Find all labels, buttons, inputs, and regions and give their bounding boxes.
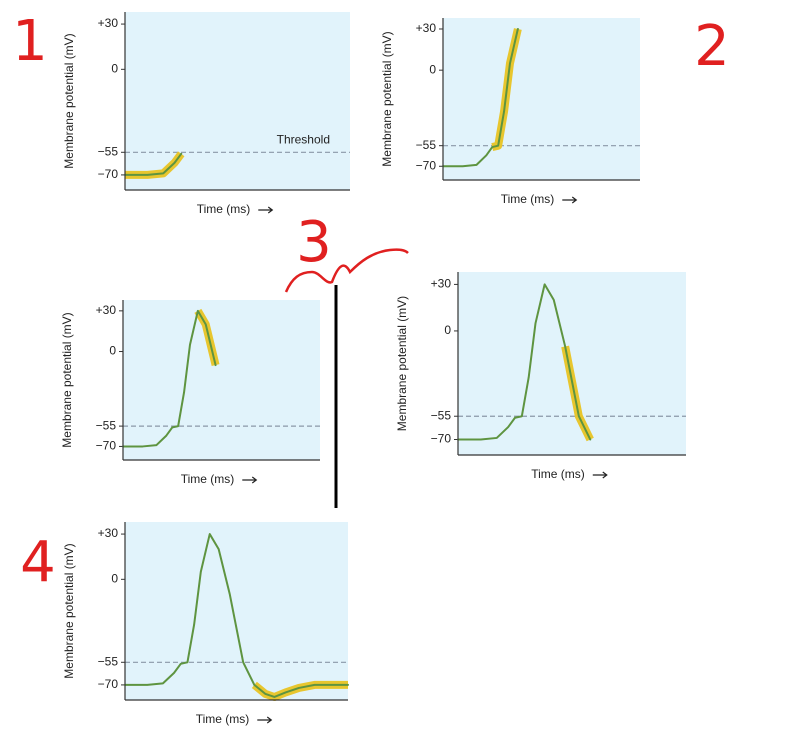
x-axis-label: Time (ms) (501, 192, 555, 206)
y-tick-label: −55 (431, 408, 452, 422)
y-tick-label: +30 (98, 526, 119, 540)
y-tick-label: 0 (109, 344, 116, 358)
trace (124, 152, 183, 176)
x-axis-label: Time (ms) (196, 712, 250, 726)
trace (122, 309, 217, 448)
handwritten-number: 4 (20, 530, 56, 595)
y-tick-label: −70 (431, 432, 452, 446)
threshold-label: Threshold (277, 132, 330, 146)
plot-area (125, 522, 348, 700)
y-tick-label: +30 (98, 16, 119, 30)
x-axis-label: Time (ms) (181, 472, 235, 486)
x-axis-arrow (257, 716, 273, 724)
y-axis-label: Membrane potential (mV) (62, 543, 76, 678)
y-axis-label: Membrane potential (mV) (62, 33, 76, 168)
plot-area (123, 300, 320, 460)
y-tick-label: −70 (98, 677, 119, 691)
x-axis-arrow (562, 196, 578, 204)
y-tick-label: 0 (444, 323, 451, 337)
y-tick-label: −55 (98, 144, 119, 158)
handwritten-squiggle (284, 248, 409, 293)
y-tick-label: +30 (416, 21, 437, 35)
handwritten-number: 1 (12, 9, 48, 74)
y-axis-label: Membrane potential (mV) (395, 296, 409, 431)
x-axis-label: Time (ms) (531, 467, 585, 481)
x-axis-arrow (592, 471, 608, 479)
y-axis-label: Membrane potential (mV) (380, 31, 394, 166)
y-tick-label: −70 (98, 167, 119, 181)
trace (457, 283, 592, 441)
x-axis-label: Time (ms) (197, 202, 251, 216)
x-axis-arrow (242, 476, 258, 484)
y-tick-label: +30 (431, 277, 452, 291)
trace (124, 533, 349, 698)
y-tick-label: −70 (416, 158, 437, 172)
y-tick-label: −55 (98, 654, 119, 668)
y-tick-label: 0 (429, 62, 436, 76)
x-axis-arrow (258, 206, 274, 214)
y-tick-label: −70 (96, 439, 117, 453)
y-tick-label: 0 (111, 61, 118, 75)
plot-area (125, 12, 350, 190)
plot-area (443, 18, 640, 180)
trace (442, 27, 519, 168)
y-tick-label: −55 (416, 138, 437, 152)
handwritten-number: 2 (694, 14, 730, 79)
y-tick-label: 0 (111, 571, 118, 585)
y-tick-label: −55 (96, 418, 117, 432)
y-axis-label: Membrane potential (mV) (60, 312, 74, 447)
y-tick-label: +30 (96, 303, 117, 317)
handwritten-number: 3 (296, 210, 332, 275)
